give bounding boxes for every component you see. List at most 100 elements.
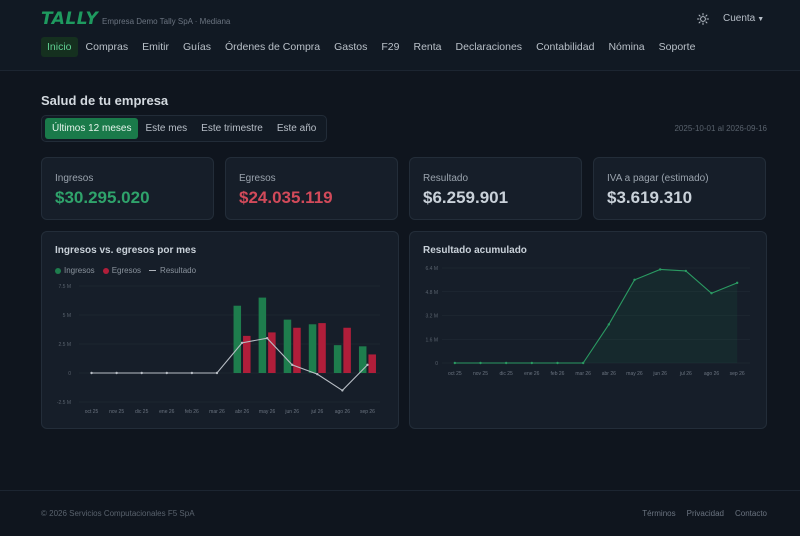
chevron-down-icon: ▼	[757, 16, 765, 23]
x-tick-label: oct 25	[85, 409, 99, 415]
chart-title: Ingresos vs. egresos por mes	[55, 245, 197, 256]
x-tick-label: may 26	[626, 371, 643, 377]
nav-item-guias[interactable]: Guías	[182, 41, 211, 53]
nav-item-ordenes-de-compra[interactable]: Órdenes de Compra	[224, 41, 321, 53]
legend-item-ingresos[interactable]: Ingresos	[55, 266, 95, 275]
bar-egresos	[318, 323, 326, 373]
nav-item-soporte[interactable]: Soporte	[658, 41, 696, 53]
legend-swatch	[102, 267, 109, 274]
footer-link-privacidad[interactable]: Privacidad	[686, 509, 724, 518]
line-resultado	[91, 337, 368, 392]
point-resultado	[341, 389, 344, 392]
point-resultado	[291, 363, 294, 367]
nav-item-renta[interactable]: Renta	[413, 41, 442, 53]
point-resultado-acumulado	[504, 361, 508, 365]
nav-item-contabilidad[interactable]: Contabilidad	[536, 41, 595, 53]
bar-ingresos	[308, 324, 317, 373]
app-footer: © 2026 Servicios Computacionales F5 SpA …	[0, 490, 800, 536]
period-last-12-months[interactable]: Últimos 12 meses	[45, 118, 139, 139]
point-resultado	[215, 371, 219, 375]
income-expense-chart-card: Ingresos vs. egresos por mes Ingresos Eg…	[41, 231, 399, 429]
x-tick-label: ene 26	[159, 409, 175, 415]
x-tick-label: dic 25	[499, 371, 513, 377]
tally-logo[interactable]: TALLY	[41, 9, 99, 29]
kpi-value: $24.035.119	[239, 188, 333, 207]
nav-item-compras[interactable]: Compras	[85, 41, 129, 53]
x-tick-label: may 26	[259, 409, 276, 415]
legend-label: Ingresos	[64, 266, 95, 275]
x-tick-label: mar 26	[209, 409, 225, 415]
nav-item-emitir[interactable]: Emitir	[142, 41, 169, 53]
app-header: TALLY Empresa Demo Tally SpA · Mediana C…	[0, 0, 800, 71]
x-tick-label: mar 26	[575, 371, 591, 377]
income-expense-chart: -2.5 M 0 2.5 M 5 M 7.5 M oct 25 nov 25 dic 25 en…	[57, 284, 380, 415]
point-resultado-acumulado	[684, 269, 688, 273]
kpi-value: $6.259.901	[423, 188, 509, 207]
legend-item-egresos[interactable]: Egresos	[102, 266, 142, 275]
kpi-value: $30.295.020	[55, 188, 150, 207]
legend-swatch	[55, 267, 61, 274]
footer-link-contacto[interactable]: Contacto	[734, 509, 767, 518]
point-resultado-acumulado	[556, 361, 559, 365]
bar-egresos	[343, 327, 351, 373]
bar-egresos	[243, 335, 251, 373]
legend-item-resultado[interactable]: Resultado	[149, 266, 196, 275]
nav-item-declaraciones[interactable]: Declaraciones	[455, 41, 523, 53]
x-tick-label: nov 25	[109, 409, 124, 415]
x-tick-label: ago 26	[335, 409, 351, 415]
y-tick-label: 6.4 M	[425, 266, 438, 272]
point-resultado-acumulado	[607, 323, 611, 326]
y-tick-label: 5 M	[63, 313, 71, 319]
nav-item-f29[interactable]: F29	[381, 41, 400, 53]
chart-title: Resultado acumulado	[423, 245, 527, 256]
period-this-year[interactable]: Este año	[276, 123, 317, 134]
period-this-month[interactable]: Este mes	[145, 123, 188, 134]
x-tick-label: ago 26	[704, 371, 720, 377]
x-tick-label: sep 26	[730, 371, 745, 377]
x-tick-label: sep 26	[360, 409, 375, 415]
bar-ingresos	[283, 319, 292, 373]
period-this-quarter[interactable]: Este trimestre	[201, 123, 263, 134]
x-tick-label: ene 26	[524, 371, 540, 377]
period-selector: Últimos 12 meses Este mes Este trimestre…	[41, 115, 328, 142]
x-tick-label: jun 26	[652, 371, 667, 377]
y-tick-label: 0	[435, 361, 438, 367]
x-tick-label: jul 26	[679, 371, 692, 377]
point-resultado-acumulado	[633, 278, 636, 282]
bar-egresos	[268, 332, 276, 373]
sun-icon[interactable]	[697, 13, 709, 25]
kpi-value: $3.619.310	[607, 188, 693, 207]
bar-egresos	[293, 327, 301, 373]
kpi-label: Ingresos	[55, 173, 94, 184]
y-tick-label: 1.6 M	[425, 337, 438, 343]
legend-label: Egresos	[111, 266, 142, 275]
point-resultado-acumulado	[453, 361, 457, 365]
point-resultado	[140, 371, 143, 375]
x-tick-label: abr 26	[235, 409, 249, 415]
point-resultado-acumulado	[710, 292, 713, 295]
kpi-card-resultado: Resultado $6.259.901	[409, 157, 582, 220]
y-tick-label: 2.5 M	[58, 342, 71, 348]
kpi-label: Resultado	[423, 173, 469, 184]
nav-item-nomina[interactable]: Nómina	[608, 41, 645, 53]
y-tick-label: 3.2 M	[425, 314, 438, 320]
kpi-card-iva: IVA a pagar (estimado) $3.619.310	[593, 157, 766, 220]
account-menu[interactable]: Cuenta ▼	[723, 13, 764, 24]
footer-link-terminos[interactable]: Términos	[642, 509, 676, 518]
point-resultado	[316, 372, 319, 376]
main-nav: Inicio Compras Emitir Guías Órdenes de C…	[41, 36, 703, 58]
x-tick-label: feb 26	[185, 409, 199, 415]
kpi-label: Egresos	[239, 173, 276, 184]
y-tick-label: 4.8 M	[425, 290, 438, 296]
bar-ingresos	[333, 345, 342, 373]
x-tick-label: feb 26	[551, 371, 565, 377]
y-tick-label: 0	[68, 371, 71, 377]
x-tick-label: abr 26	[602, 371, 616, 377]
line-resultado-acumulado	[454, 268, 738, 364]
nav-item-inicio[interactable]: Inicio	[41, 37, 78, 57]
legend-swatch	[149, 269, 157, 272]
copyright: © 2026 Servicios Computacionales F5 SpA	[41, 509, 195, 518]
chart-legend: Ingresos Egresos Resultado	[55, 266, 204, 275]
nav-item-gastos[interactable]: Gastos	[334, 41, 368, 53]
legend-label: Resultado	[160, 266, 197, 275]
